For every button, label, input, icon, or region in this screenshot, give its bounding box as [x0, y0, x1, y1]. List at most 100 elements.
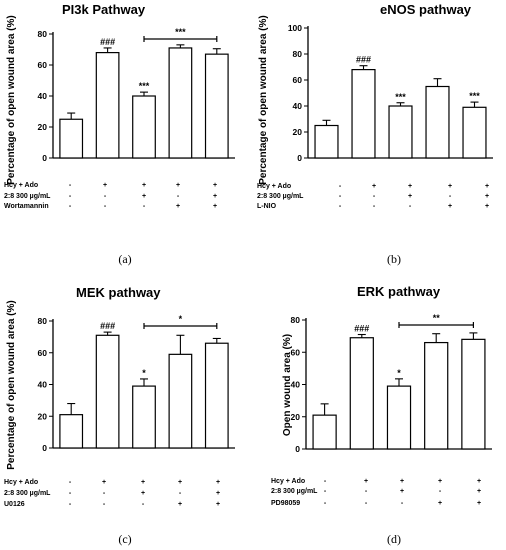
- panel-caption: (c): [118, 532, 131, 546]
- y-axis-label: Percentage of open wound area (%): [258, 15, 269, 184]
- treatment-mark: +: [448, 203, 452, 210]
- treatment-mark: +: [477, 478, 481, 485]
- treatment-mark: +: [477, 488, 481, 495]
- treatment-mark: -: [69, 193, 72, 200]
- treatment-mark: -: [324, 500, 327, 507]
- treatment-mark: -: [439, 488, 442, 495]
- y-tick-label: 80: [38, 316, 48, 326]
- treatment-mark: -: [339, 203, 342, 210]
- treatment-row-label: Wortamannin: [4, 203, 49, 210]
- treatment-mark: -: [177, 193, 180, 200]
- treatment-mark: +: [216, 479, 220, 486]
- bar: [59, 118, 84, 159]
- bar: [204, 53, 229, 159]
- y-tick-label: 0: [297, 153, 302, 163]
- y-tick-label: 40: [38, 380, 48, 390]
- treatment-mark: -: [142, 501, 145, 508]
- treatment-row-label: Hcy + Ado: [4, 479, 38, 486]
- treatment-mark: -: [365, 488, 368, 495]
- treatment-mark: +: [485, 203, 489, 210]
- bar: [424, 341, 449, 450]
- treatment-mark: -: [339, 193, 342, 200]
- treatment-mark: -: [179, 490, 182, 497]
- treatment-mark: -: [69, 501, 72, 508]
- significance-label: ###: [100, 37, 115, 47]
- bar: [314, 124, 339, 159]
- treatment-row-label: PD98059: [271, 500, 300, 507]
- treatment-mark: -: [69, 203, 72, 210]
- significance-label: *: [142, 368, 146, 378]
- panel-caption: (a): [118, 252, 131, 266]
- y-tick-label: 20: [38, 122, 48, 132]
- treatment-mark: -: [69, 479, 72, 486]
- bar: [95, 51, 120, 159]
- treatment-mark: -: [365, 500, 368, 507]
- treatment-mark: +: [178, 479, 182, 486]
- bracket-label: **: [433, 313, 441, 323]
- chart-title: PI3k Pathway: [62, 2, 146, 17]
- treatment-mark: +: [176, 182, 180, 189]
- y-tick-label: 100: [288, 23, 302, 33]
- treatment-row-label: 2:8 300 µg/mL: [257, 193, 304, 200]
- treatment-mark: +: [142, 182, 146, 189]
- y-tick-label: 60: [293, 75, 303, 85]
- treatment-mark: -: [324, 488, 327, 495]
- y-tick-label: 40: [38, 91, 48, 101]
- treatment-mark: +: [400, 478, 404, 485]
- treatment-mark: -: [339, 183, 342, 190]
- bar: [386, 385, 412, 450]
- treatment-mark: +: [216, 490, 220, 497]
- treatment-mark: -: [69, 490, 72, 497]
- bar: [59, 414, 84, 449]
- treatment-mark: +: [438, 500, 442, 507]
- treatment-row-label: 2:8 300 µg/mL: [4, 490, 51, 497]
- y-axis-label: Percentage of open wound area (%): [6, 15, 17, 184]
- bracket-label: ***: [175, 27, 186, 37]
- y-tick-label: 0: [42, 153, 47, 163]
- treatment-mark: +: [408, 183, 412, 190]
- treatment-mark: -: [449, 193, 452, 200]
- y-tick-label: 60: [38, 60, 48, 70]
- panel-caption: (d): [387, 532, 401, 546]
- treatment-mark: +: [141, 479, 145, 486]
- treatment-mark: +: [408, 193, 412, 200]
- treatment-mark: +: [142, 193, 146, 200]
- treatment-mark: +: [103, 182, 107, 189]
- treatment-row-label: Hcy + Ado: [271, 478, 305, 485]
- y-tick-label: 80: [293, 49, 303, 59]
- treatment-mark: -: [373, 203, 376, 210]
- chart-panel-4: ERK pathway Open wound area (%)0 20 40 60 80 #…: [271, 284, 492, 546]
- chart-title: MEK pathway: [76, 285, 161, 300]
- bar: [425, 85, 450, 159]
- significance-label: *: [397, 368, 401, 378]
- y-tick-label: 20: [38, 411, 48, 421]
- y-tick-label: 20: [293, 127, 303, 137]
- treatment-mark: -: [69, 182, 72, 189]
- treatment-mark: +: [216, 501, 220, 508]
- y-axis-label: Percentage of open wound area (%): [6, 300, 17, 469]
- treatment-row-label: Hcy + Ado: [4, 182, 38, 189]
- bar: [168, 47, 193, 159]
- y-tick-label: 40: [291, 380, 301, 390]
- treatment-mark: +: [213, 193, 217, 200]
- treatment-row-label: L-NIO: [257, 203, 277, 210]
- y-axis-label: Open wound area (%): [282, 334, 293, 436]
- treatment-mark: +: [178, 501, 182, 508]
- treatment-mark: +: [448, 183, 452, 190]
- bar: [461, 338, 486, 450]
- chart-panel-1: PI3k Pathway Percentage of open wound are…: [4, 2, 235, 266]
- bar: [351, 68, 376, 159]
- panel-caption: (b): [387, 252, 401, 266]
- bracket-label: *: [179, 314, 183, 324]
- bar: [132, 385, 156, 449]
- treatment-mark: +: [364, 478, 368, 485]
- treatment-row-label: 2:8 300 µg/mL: [271, 488, 318, 495]
- y-tick-label: 0: [295, 444, 300, 454]
- bar: [204, 342, 229, 449]
- bar: [132, 95, 156, 159]
- chart-panel-2: eNOS pathway Percentage of open wound are…: [257, 2, 493, 266]
- y-tick-label: 80: [291, 315, 301, 325]
- treatment-mark: +: [176, 203, 180, 210]
- significance-label: ###: [356, 55, 371, 65]
- bar: [95, 334, 120, 449]
